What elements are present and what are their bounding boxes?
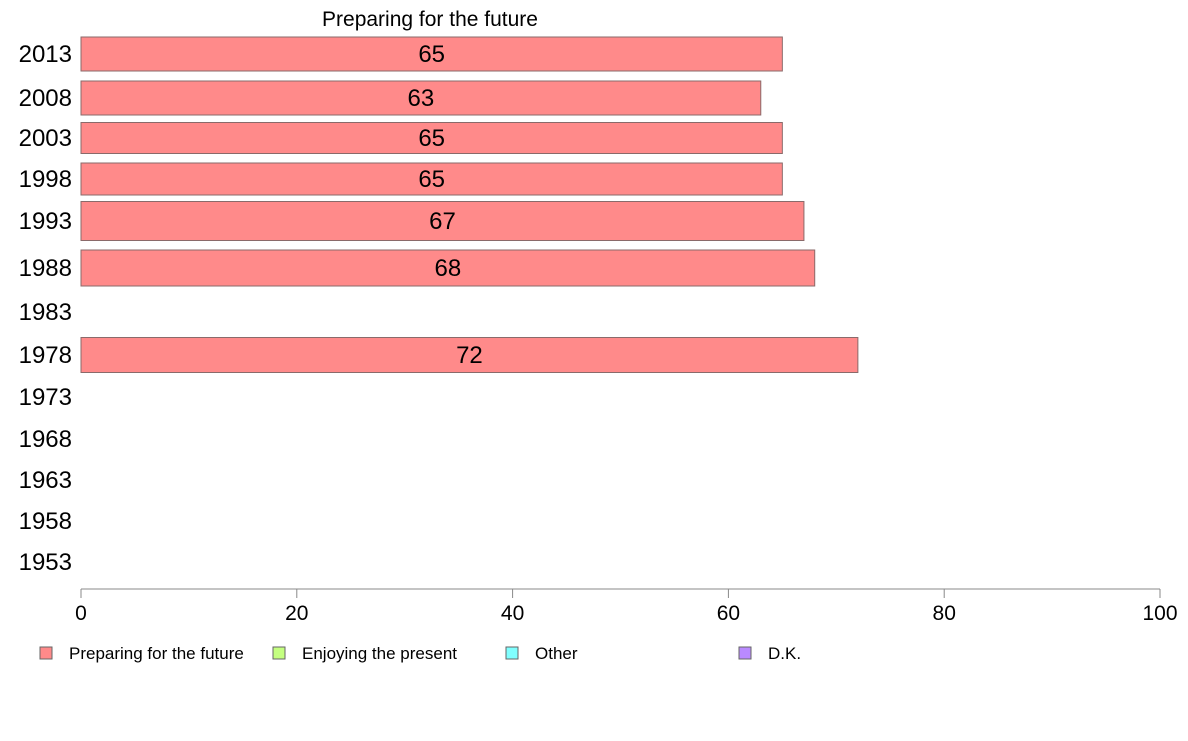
legend-label-1: Enjoying the present bbox=[302, 644, 457, 663]
bar-2003 bbox=[80, 122, 783, 154]
x-tick-label-60: 60 bbox=[717, 602, 740, 625]
bar-2008 bbox=[80, 80, 762, 116]
bar-1988 bbox=[80, 249, 816, 287]
category-label-1968: 1968 bbox=[19, 426, 72, 453]
category-label-1983: 1983 bbox=[19, 299, 72, 326]
x-tick-label-40: 40 bbox=[501, 602, 524, 625]
x-tick-label-100: 100 bbox=[1142, 602, 1177, 625]
legend-swatch-3 bbox=[738, 646, 752, 660]
data-label-1978: 72 bbox=[456, 342, 483, 369]
category-label-1963: 1963 bbox=[19, 467, 72, 494]
legend-swatch-2 bbox=[505, 646, 519, 660]
legend-item-3: D.K. bbox=[738, 644, 801, 663]
data-label-1993: 67 bbox=[429, 208, 456, 235]
legend-swatch-1 bbox=[272, 646, 286, 660]
category-label-1998: 1998 bbox=[19, 166, 72, 193]
category-label-1993: 1993 bbox=[19, 208, 72, 235]
legend-swatch-0 bbox=[39, 646, 53, 660]
legend-item-0: Preparing for the future bbox=[39, 644, 244, 663]
category-labels: 2013 2008 2003 1998 1993 1988 1983 1978 1973 1968… bbox=[19, 41, 72, 576]
category-label-1988: 1988 bbox=[19, 255, 72, 282]
category-label-1953: 1953 bbox=[19, 549, 72, 576]
category-label-1973: 1973 bbox=[19, 384, 72, 411]
legend-item-1: Enjoying the present bbox=[272, 644, 457, 663]
category-label-2013: 2013 bbox=[19, 41, 72, 68]
data-label-2003: 65 bbox=[418, 125, 445, 152]
category-label-2008: 2008 bbox=[19, 85, 72, 112]
chart-title: Preparing for the future bbox=[322, 8, 538, 31]
legend: Preparing for the future Enjoying the pre… bbox=[39, 644, 801, 663]
category-label-1978: 1978 bbox=[19, 342, 72, 369]
x-tick-label-0: 0 bbox=[75, 602, 87, 625]
data-label-1988: 68 bbox=[435, 255, 462, 282]
bar-1978 bbox=[80, 337, 859, 373]
x-axis: 0 20 40 60 80 100 bbox=[75, 588, 1178, 625]
data-label-2008: 63 bbox=[408, 85, 435, 112]
bar-1998 bbox=[80, 162, 783, 196]
bars-layer: 65 63 65 65 67 68 72 bbox=[80, 36, 859, 373]
x-tick-label-20: 20 bbox=[285, 602, 308, 625]
data-label-1998: 65 bbox=[418, 166, 445, 193]
bar-1993 bbox=[80, 201, 805, 241]
bar-2013 bbox=[80, 36, 783, 72]
legend-label-3: D.K. bbox=[768, 644, 801, 663]
legend-label-2: Other bbox=[535, 644, 578, 663]
legend-item-2: Other bbox=[505, 644, 578, 663]
category-label-2003: 2003 bbox=[19, 125, 72, 152]
data-label-2013: 65 bbox=[418, 41, 445, 68]
x-tick-label-80: 80 bbox=[933, 602, 956, 625]
category-label-1958: 1958 bbox=[19, 508, 72, 535]
legend-label-0: Preparing for the future bbox=[69, 644, 244, 663]
